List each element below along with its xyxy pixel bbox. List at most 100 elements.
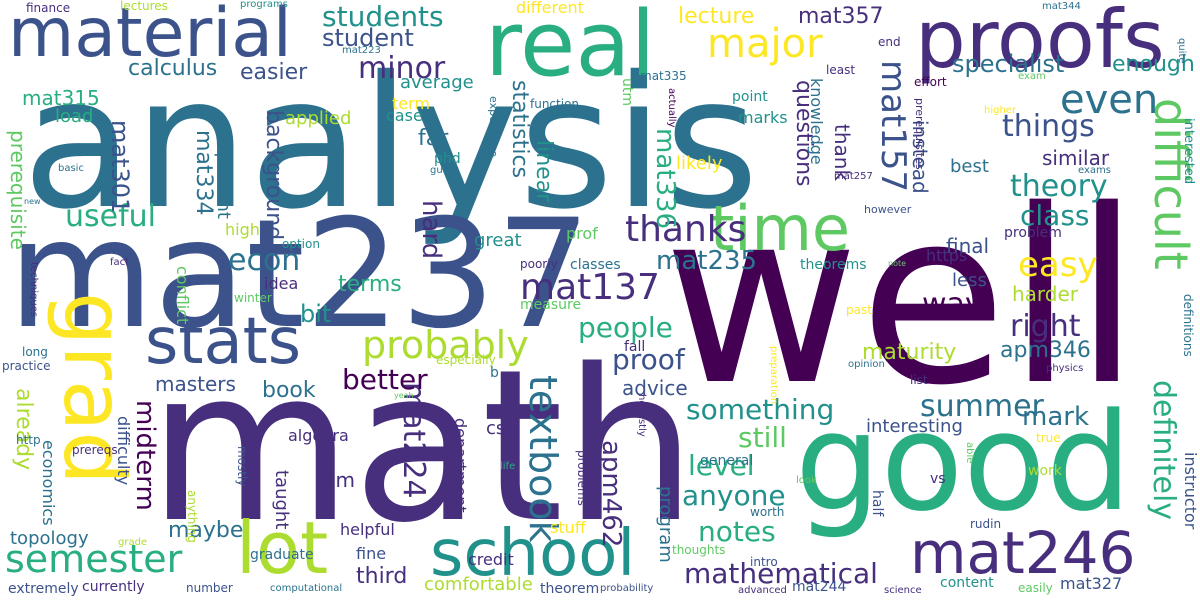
word: better (342, 363, 428, 396)
word: well (663, 158, 1141, 438)
word: mark (1022, 402, 1090, 432)
word: r (196, 277, 201, 288)
word: apm346 (1000, 338, 1091, 363)
word: programs (240, 0, 288, 10)
word: less (952, 270, 987, 291)
word: conflict (173, 266, 192, 325)
word: background (261, 110, 286, 241)
word: similar (1042, 146, 1110, 170)
word: list (910, 373, 928, 387)
word: exam (1018, 71, 1046, 82)
word: mat301 (106, 120, 134, 214)
word: analysis (22, 37, 759, 249)
word: option (282, 237, 320, 251)
word: effort (914, 75, 947, 89)
word: preparation (768, 346, 779, 405)
word: mat237 (8, 188, 592, 362)
word: topology (10, 528, 89, 549)
word: true (1036, 431, 1061, 445)
word: finance (26, 1, 71, 15)
word: guess (430, 165, 460, 176)
word: best (950, 156, 989, 177)
word: lecture (678, 4, 755, 29)
word: bit (300, 300, 332, 328)
word: general (700, 453, 754, 469)
word: half (869, 490, 885, 517)
word: quite (1176, 38, 1187, 64)
word: hard (416, 200, 446, 260)
word: advanced (738, 585, 787, 596)
word: something (686, 393, 835, 426)
word: statistics (507, 80, 532, 179)
word: utm (619, 78, 635, 106)
word: mat327 (1060, 574, 1123, 593)
word: especially (436, 353, 496, 367)
word: worth (750, 505, 785, 519)
word: things (1002, 109, 1095, 144)
word: maybe (168, 518, 244, 543)
word: masters (155, 372, 236, 396)
word: midterm (130, 400, 160, 511)
word: b (490, 365, 499, 381)
word: mat244 (792, 579, 847, 595)
word: rudin (970, 517, 1002, 531)
word: already (11, 388, 36, 471)
word: time (710, 192, 851, 265)
word: specialist (952, 50, 1065, 78)
word: far (418, 126, 449, 151)
word: computational (270, 583, 343, 594)
word: lectures (120, 0, 168, 13)
word: probably (362, 323, 529, 367)
word: intro (750, 555, 778, 569)
word: mat344 (1042, 1, 1081, 12)
word: past (846, 303, 872, 317)
word: book (262, 378, 316, 403)
word: note (888, 259, 907, 268)
word: easier (240, 60, 308, 85)
word: content (940, 575, 994, 591)
word: stats (145, 305, 302, 379)
word: easy (1018, 245, 1098, 285)
word: http (16, 433, 41, 447)
word: mat336 (650, 128, 680, 230)
word: definitions (1181, 294, 1195, 357)
word: fact (110, 257, 130, 268)
word: proof (612, 343, 685, 376)
word: function (530, 97, 580, 111)
word: enough (1112, 52, 1195, 77)
word: calculus (128, 56, 218, 81)
word: minor (358, 51, 446, 86)
word: mat246 (910, 519, 1136, 587)
word: however (864, 203, 912, 216)
word: mat315 (22, 86, 100, 110)
word: marks (738, 108, 788, 127)
word: department (451, 418, 470, 513)
word: econ (228, 243, 301, 278)
word: terms (338, 272, 402, 297)
word: practice (2, 359, 51, 373)
word: textbook (521, 375, 565, 543)
word: mathematical (684, 557, 878, 590)
word: yeah (394, 391, 414, 400)
word: theorems (800, 257, 867, 273)
word: class (1020, 199, 1090, 232)
word: different (516, 0, 584, 17)
word: case (386, 106, 423, 125)
word: important (213, 130, 234, 219)
word: taught (271, 470, 292, 530)
word: harder (1012, 282, 1079, 306)
word: prof (566, 224, 598, 243)
word: student (322, 24, 414, 52)
word: fall (624, 339, 646, 355)
word: interesting (866, 416, 963, 437)
word: even (1060, 77, 1159, 123)
word: difficult (1144, 98, 1198, 270)
word: term (392, 94, 430, 113)
word: stuff (550, 518, 586, 537)
word: knowledge (807, 78, 826, 165)
word: probability (600, 583, 654, 594)
word: likely (676, 153, 723, 174)
word: students (322, 0, 444, 33)
word: mat224 (396, 382, 431, 499)
word: mostly (235, 446, 249, 487)
